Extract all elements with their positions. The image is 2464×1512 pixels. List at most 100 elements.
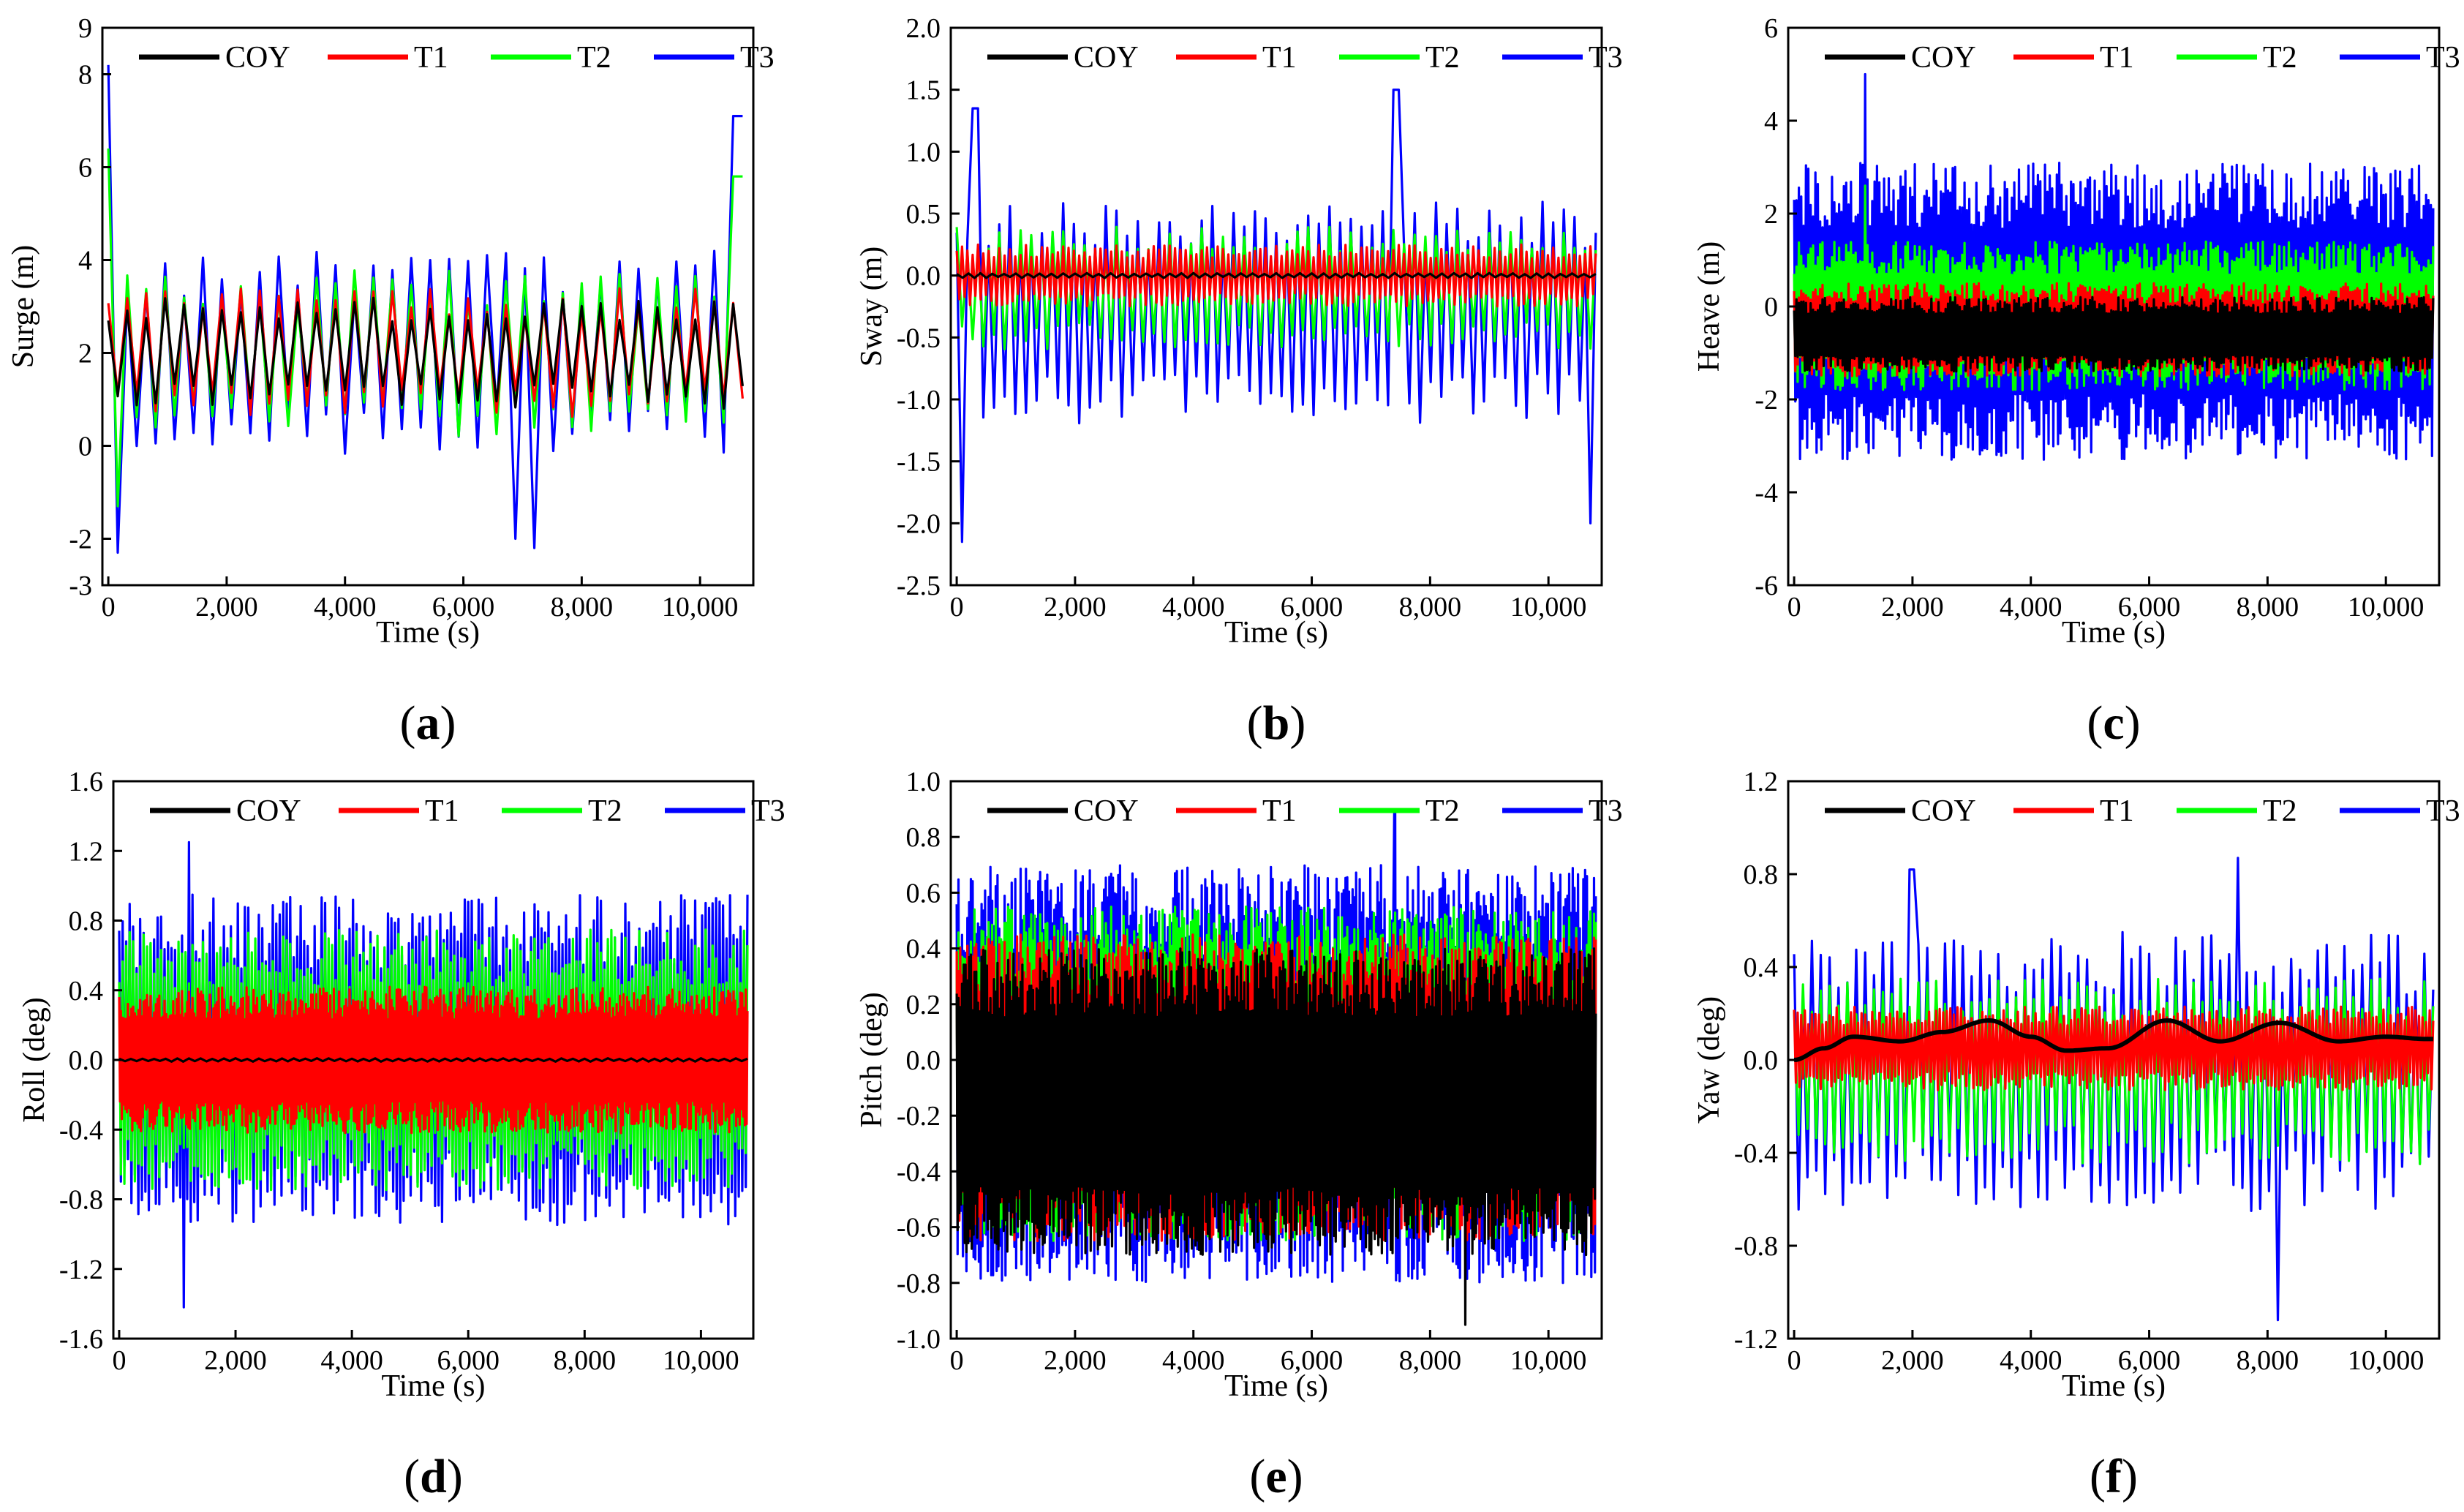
legend-label-coy: COY [225,41,290,75]
y-tick-label: 0.5 [906,199,941,230]
x-tick-label: 8,000 [551,592,614,623]
caption-open-paren: ( [404,1450,420,1503]
y-tick-label: 4 [78,246,92,277]
legend: COY T1 T2 T3 [1825,794,2460,828]
y-tick-label: 0 [1764,292,1778,323]
y-tick-label: -6 [1755,571,1778,601]
legend-label-t3: T3 [2426,41,2460,75]
series-line-t2 [118,928,749,1192]
series-line-t1 [955,243,1597,308]
panel-a: 0 2,000 4,000 6,000 8,000 10,000 -3 -2 0 2 4 6 8 9 Tim… [7,13,775,750]
y-tick-label: 0.4 [1744,952,1779,983]
legend-label-t2: T2 [588,794,622,828]
legend-label-t2: T2 [577,41,611,75]
y-tick-label: -0.2 [897,1101,941,1132]
caption-letter: f [2106,1450,2122,1503]
x-tick-label: 0 [950,1345,964,1376]
x-tick-label: 6,000 [432,592,495,623]
series-line-coy [955,947,1597,1326]
x-tick-label: 10,000 [1510,1345,1587,1376]
legend-label-t3: T3 [1589,794,1623,828]
y-tick-label: -2 [69,524,92,555]
legend: COY T1 T2 T3 [1825,41,2460,75]
caption-a: (a) [400,696,456,750]
series-line-t3 [955,808,1597,1285]
y-tick-label: -1.5 [897,447,941,478]
series-line-t3 [955,89,1597,544]
series-group [1793,72,2435,461]
series-group [1793,857,2435,1322]
y-tick-label: -0.8 [1734,1231,1778,1262]
y-tick-label: 9 [78,13,92,44]
y-tick-label: -2 [1755,385,1778,415]
panel-b: 0 2,000 4,000 6,000 8,000 10,000 -2.5 -2.0 -1.5 -… [855,13,1623,750]
legend-label-t2: T2 [1425,794,1460,828]
x-tick-label: 4,000 [1162,1345,1225,1376]
x-tick-label: 0 [950,592,964,623]
y-tick-label: 1.2 [1744,767,1779,797]
series-line-coy [118,1057,748,1063]
y-tick-label: -1.2 [59,1255,103,1285]
x-tick-label: 0 [1787,592,1801,623]
x-tick-label: 6,000 [1281,1345,1344,1376]
series-line-coy [956,271,1597,279]
y-tick-label: -0.8 [59,1185,103,1216]
x-tick-label: 0 [102,592,116,623]
caption-open-paren: ( [2087,696,2103,750]
x-tick-label: 4,000 [314,592,377,623]
y-tick-label: 2.0 [906,13,941,44]
caption-open-paren: ( [2090,1450,2106,1503]
series-line-t3 [1793,72,2435,461]
y-tick-label: 8 [78,60,92,91]
y-tick-label: 1.2 [69,836,104,867]
caption-close-paren: ) [2125,696,2141,750]
series-line-coy [1793,1018,2433,1062]
legend-label-coy: COY [1911,794,1976,828]
y-tick-label: 1.6 [69,767,104,797]
x-tick-label: 6,000 [2118,1345,2181,1376]
legend: COY T1 T2 T3 [987,41,1623,75]
x-tick-label: 4,000 [2000,592,2062,623]
x-tick-label: 8,000 [2237,1345,2299,1376]
y-tick-label: 0.8 [906,822,941,853]
y-tick-label: 1.0 [906,137,941,168]
caption-letter: d [420,1450,447,1503]
caption-close-paren: ) [1287,1450,1303,1503]
y-axis-label: Heave (m) [1692,241,1726,372]
panel-f: 0 2,000 4,000 6,000 8,000 10,000 -1.2 -0.8 -0.4 0… [1692,767,2460,1503]
series-group [955,89,1597,544]
x-tick-label: 4,000 [320,1345,383,1376]
y-axis-label: Surge (m) [7,245,40,368]
caption-f: (f) [2090,1450,2138,1503]
y-axis-label: Roll (deg) [18,997,51,1122]
legend-label-coy: COY [1911,41,1976,75]
x-tick-label: 6,000 [1281,592,1344,623]
y-tick-label: 0.0 [906,1045,941,1076]
caption-d: (d) [404,1450,463,1503]
caption-e: (e) [1249,1450,1303,1503]
y-tick-label: -1.0 [897,1324,941,1355]
caption-letter: b [1263,696,1290,750]
y-tick-label: -3 [69,571,92,601]
legend: COY T1 T2 T3 [139,41,775,75]
caption-letter: e [1265,1450,1286,1503]
caption-c: (c) [2087,696,2140,750]
y-tick-label: -2.5 [897,571,941,601]
legend-label-t1: T1 [1262,41,1297,75]
y-tick-label: 6 [1764,13,1778,44]
caption-close-paren: ) [440,696,456,750]
legend-label-t1: T1 [2100,794,2134,828]
legend-label-t3: T3 [2426,794,2460,828]
y-tick-label: 0.2 [906,990,941,1020]
y-tick-label: 4 [1764,106,1778,137]
y-tick-label: -4 [1755,478,1778,508]
series-line-t2 [1793,977,2435,1165]
y-axis-label: Yaw (deg) [1692,996,1726,1124]
x-tick-label: 6,000 [2118,592,2181,623]
caption-close-paren: ) [1289,696,1306,750]
caption-open-paren: ( [1249,1450,1265,1503]
y-axis-label: Pitch (deg) [855,992,889,1127]
y-tick-label: 0 [78,432,92,462]
legend-label-t2: T2 [2263,794,2297,828]
y-tick-label: -1.6 [59,1324,103,1355]
